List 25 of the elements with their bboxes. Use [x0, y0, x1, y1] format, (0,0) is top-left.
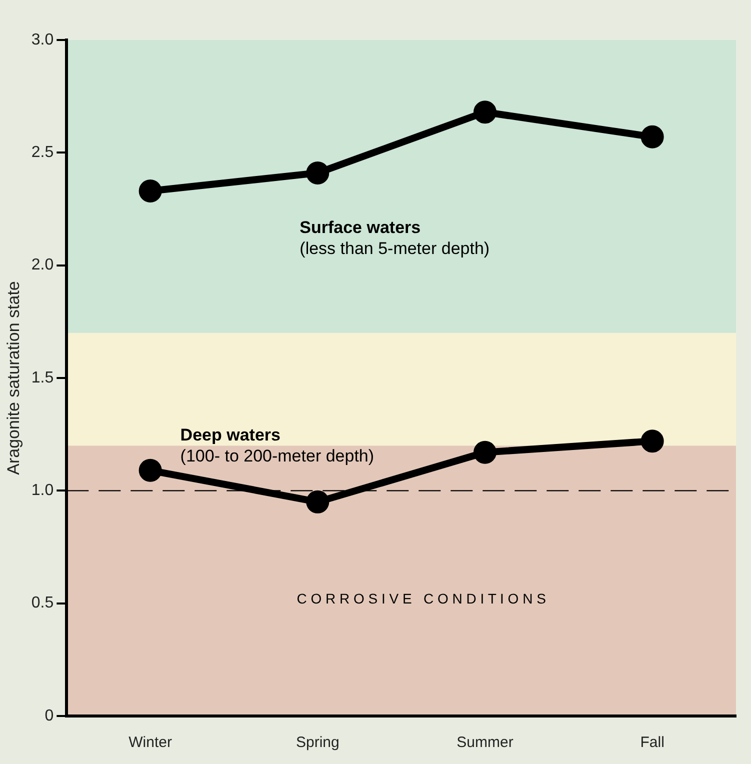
y-axis-title: Aragonite saturation state	[4, 281, 23, 475]
point	[473, 100, 496, 124]
x-tick-label: Spring	[296, 734, 340, 752]
y-tick-label: 3.0	[31, 31, 54, 48]
point	[473, 440, 496, 464]
point	[640, 125, 664, 148]
y-tick-label: 1.0	[31, 482, 54, 500]
y-tick-label: 0	[44, 707, 54, 724]
annotation: (100- to 200-meter depth)	[180, 446, 374, 466]
x-tick-label: Summer	[456, 734, 514, 752]
point	[640, 430, 664, 453]
point	[138, 179, 162, 202]
annotation: C O R R O S I V E C O N D I T I O N S	[296, 590, 546, 606]
annotation: (less than 5-meter depth)	[300, 238, 490, 258]
text: Surface waters	[300, 218, 421, 237]
y-tick-label: 2.5	[31, 144, 54, 162]
x-tick-label: Winter	[128, 734, 172, 752]
series-label: Deep waters	[180, 425, 280, 444]
y-tick-label: 1.5	[31, 369, 54, 386]
point	[306, 161, 330, 184]
y-tick-label: 0.5	[31, 594, 54, 612]
point	[138, 458, 162, 482]
y-tick-label: 2.0	[31, 256, 54, 274]
point	[306, 490, 330, 514]
x-tick-label: Fall	[640, 734, 664, 752]
